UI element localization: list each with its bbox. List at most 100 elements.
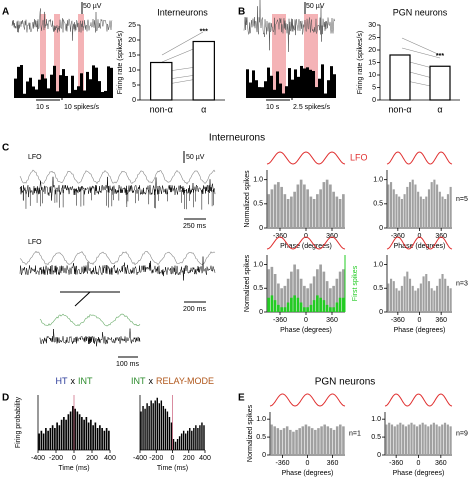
hist-bar (182, 430, 185, 450)
trace-label: LFO (28, 154, 42, 161)
hist-bar (283, 194, 287, 228)
rate-bar (110, 67, 113, 98)
x-tick-label: 360 (435, 233, 447, 240)
x-tick-label: non-α (388, 104, 411, 114)
hist-bar (45, 428, 47, 450)
hist-bar (441, 196, 444, 228)
hist-bar (148, 406, 150, 450)
hist-bar (338, 271, 342, 312)
hist-bar (332, 285, 335, 312)
hist-bar (191, 430, 193, 450)
hist-bar (417, 288, 420, 312)
hist-bar (74, 408, 76, 450)
x-tick-label: -360 (389, 460, 403, 467)
hist-bar (402, 424, 405, 455)
hist-bar (332, 429, 336, 455)
rate-bar (279, 83, 282, 98)
hist-bar (201, 422, 203, 450)
rate-bar (26, 81, 29, 98)
x-tick-label: α (437, 104, 442, 114)
scale-label: 50 µV (186, 154, 205, 161)
hist-bar (332, 191, 335, 228)
x-tick-label: -360 (391, 317, 405, 324)
rate-bar (53, 65, 56, 98)
rate-bar (288, 68, 291, 98)
first-spike-bar (296, 297, 300, 312)
hist-bar (65, 419, 67, 450)
hist-bar (178, 436, 181, 450)
title-part: RELAY-MODE (156, 376, 214, 386)
hist-bar (51, 425, 54, 450)
x-tick-label: -360 (391, 233, 405, 240)
rate-bar (297, 76, 300, 98)
y-tick-label: 25 (128, 22, 136, 29)
scale-label: 200 ms (183, 306, 206, 313)
rate-bar (47, 88, 50, 98)
first-spike-bar (267, 297, 270, 312)
rate-bar (44, 78, 47, 98)
hist-bar (338, 199, 342, 228)
hist-bar (94, 422, 97, 450)
hist-bar (429, 424, 433, 455)
hist-bar (295, 429, 298, 455)
rate-bar (255, 80, 258, 98)
scale-label: 2.5 spikes/s (293, 104, 330, 111)
hist-bar (436, 184, 439, 228)
x-tick-label: 0 (72, 455, 76, 462)
y-tick-label: 0 (132, 97, 136, 104)
hist-bar (152, 403, 154, 450)
hist-bar (309, 283, 313, 312)
traces (11, 0, 336, 347)
rate-bar (104, 90, 107, 98)
hist-bar (90, 419, 92, 450)
hist-bar (399, 422, 402, 455)
hist-bar (312, 199, 316, 228)
hist-bar (72, 406, 74, 450)
hist-bar (176, 439, 179, 450)
x-tick-label: 360 (327, 460, 339, 467)
hist-bar (435, 424, 438, 455)
hist-bar (408, 182, 412, 228)
y-axis-label: Firing rate (spikes/s) (117, 31, 124, 94)
hist-bar (63, 417, 65, 450)
hist-bar (438, 191, 441, 228)
hist-bar (342, 269, 345, 312)
x-axis-label: Phase (degrees) (394, 243, 446, 250)
hist-bar (187, 430, 189, 450)
rate-bar (92, 65, 95, 98)
hist-bar (329, 184, 332, 228)
hist-bar (292, 431, 295, 455)
hist-bar (164, 408, 167, 450)
y-axis-label: Normalized spikes (247, 404, 254, 462)
y-tick-label: 1.0 (373, 261, 383, 268)
hist-bar (101, 428, 103, 450)
rate-bar (321, 64, 324, 98)
y-tick-label: 10 (368, 72, 376, 79)
rate-bar (330, 66, 333, 98)
hist-bar (193, 428, 195, 450)
hist-bar (270, 189, 274, 228)
hist-bar (319, 264, 322, 312)
hist-bar (335, 278, 339, 312)
chart-title: INT x RELAY-MODE (131, 376, 214, 386)
hist-bar (417, 191, 420, 228)
hist-bar (316, 194, 319, 228)
hist-bar (411, 179, 414, 228)
hist-bar (314, 429, 317, 455)
rate-bar (101, 91, 104, 98)
hist-bar (335, 196, 339, 228)
hist-bar (277, 283, 280, 312)
bar (150, 61, 173, 101)
hist-bar (424, 424, 427, 455)
hist-bar (154, 400, 156, 450)
hist-bar (414, 290, 417, 312)
rate-bar (38, 79, 41, 98)
hist-bar (449, 186, 452, 228)
scale-label: 10 s (266, 104, 280, 111)
trace-label: LFO (28, 239, 42, 246)
hist-bar (312, 276, 316, 312)
hist-bar (329, 428, 333, 455)
rate-bar (89, 79, 92, 98)
scale-label: 50 µV (83, 3, 102, 10)
x-axis-label: Phase (degrees) (280, 327, 332, 334)
